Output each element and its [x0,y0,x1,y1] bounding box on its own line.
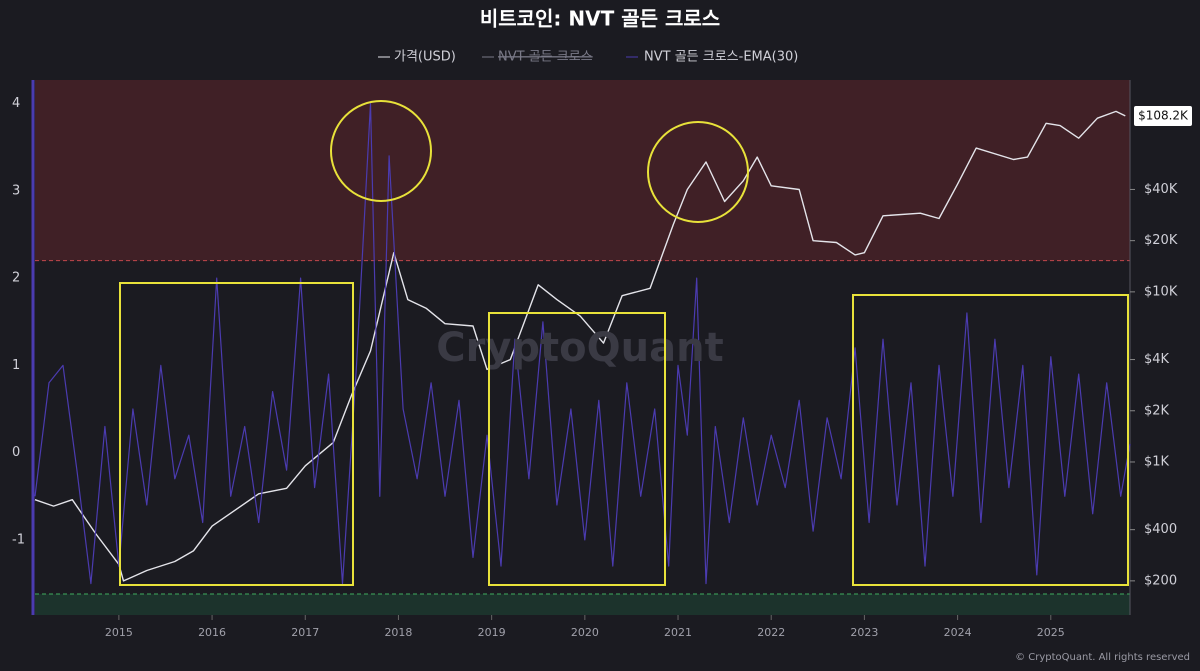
series-line [34,110,1126,582]
x-tick-label: 2020 [571,626,599,639]
y2-tick-label: $4K [1144,352,1170,367]
y-tick-label: 2 [12,271,20,286]
y-tick-label: 4 [12,96,20,111]
y2-tick-label: $40K [1144,182,1178,197]
legend-label[interactable]: 가격(USD) [394,50,456,65]
upper-zone [35,80,1130,261]
footer: © CryptoQuant. All rights reserved [1015,652,1190,663]
x-tick-label: 2023 [850,626,878,639]
last-value-label: $108.2K [1138,108,1189,122]
x-tick-label: 2024 [944,626,972,639]
x-tick-label: 2015 [105,626,133,639]
x-tick-label: 2019 [478,626,506,639]
watermark: CryptoQuant [436,325,723,371]
annotation-box [119,282,354,586]
annotation-circle [330,100,432,202]
annotation-box [488,312,666,586]
lower-zone [35,594,1130,615]
x-tick-label: 2018 [384,626,412,639]
y-tick-label: 1 [12,358,20,373]
y-tick-label: -1 [12,532,25,547]
annotation-box [852,294,1129,586]
y-tick-label: 3 [12,183,20,198]
x-tick-label: 2017 [291,626,319,639]
x-tick-label: 2025 [1037,626,1065,639]
legend-label[interactable]: NVT 골든 크로스 [498,50,593,65]
y2-tick-label: $1K [1144,454,1170,469]
legend: 가격(USD) NVT 골든 크로스 NVT 골든 크로스-EMA(30) [378,50,798,65]
annotation-circle [647,121,749,223]
x-tick-label: 2016 [198,626,226,639]
legend-label[interactable]: NVT 골든 크로스-EMA(30) [644,50,798,65]
last-value-box [1134,105,1192,126]
y2-tick-label: $200 [1144,573,1177,588]
series-line [34,103,1131,585]
x-tick-label: 2021 [664,626,692,639]
y2-tick-label: $20K [1144,233,1178,248]
y-tick-label: 0 [12,445,20,460]
chart-title: 비트코인: NVT 골든 크로스 [480,7,720,31]
y2-tick-label: $10K [1144,284,1178,299]
y2-tick-label: $2K [1144,403,1170,418]
x-tick-label: 2022 [757,626,785,639]
annotations [119,100,1129,586]
y2-tick-label: $400 [1144,522,1177,537]
